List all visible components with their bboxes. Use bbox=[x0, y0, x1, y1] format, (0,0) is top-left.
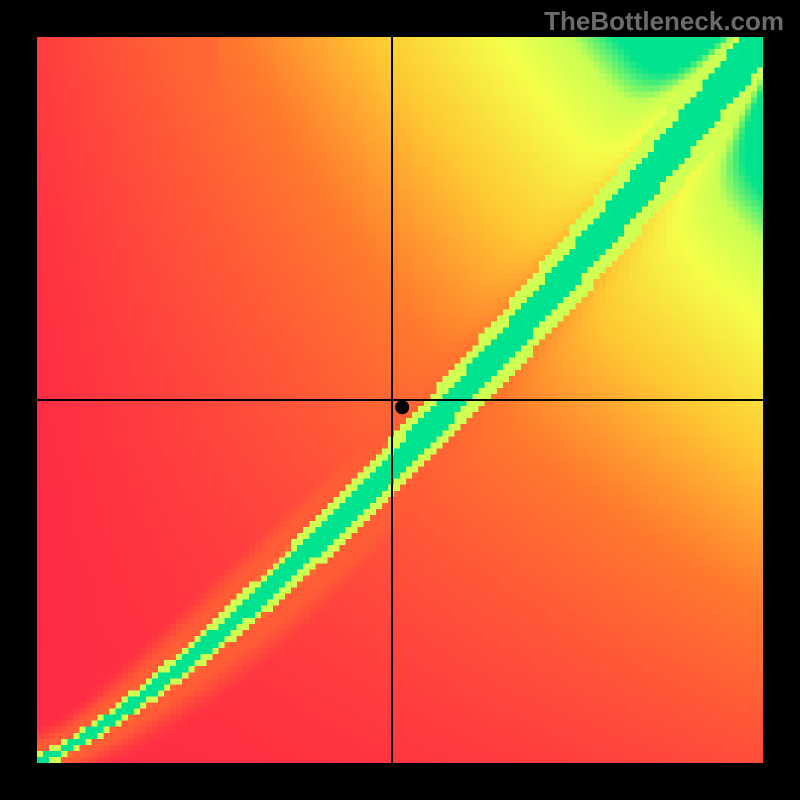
watermark-text: TheBottleneck.com bbox=[544, 6, 784, 37]
bottleneck-heatmap bbox=[37, 37, 763, 763]
